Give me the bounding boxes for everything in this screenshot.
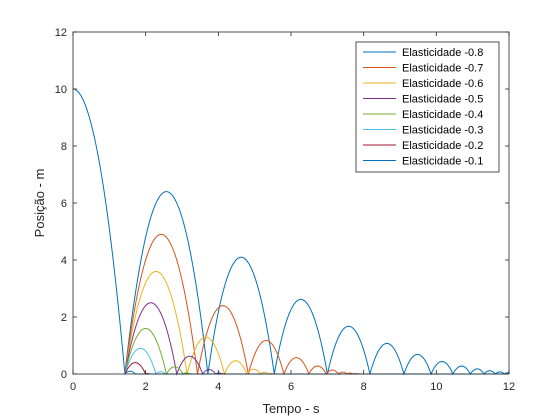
x-tick-label: 10	[430, 381, 442, 393]
legend-label: Elasticidade -0.6	[402, 78, 483, 90]
x-tick-label: 8	[361, 381, 367, 393]
x-tick-label: 6	[288, 381, 294, 393]
x-tick-label: 2	[143, 381, 149, 393]
legend-box	[355, 41, 500, 173]
y-tick-label: 12	[55, 27, 67, 39]
legend-label: Elasticidade -0.7	[402, 63, 483, 75]
axes-layer: 0 2 4 6 8 10 12 0 2 4 6 8 10 12	[55, 27, 515, 393]
y-tick-label: 10	[55, 84, 67, 96]
legend-label: Elasticidade -0.5	[402, 94, 483, 106]
x-axis-label: Tempo - s	[262, 401, 320, 416]
y-tick-label: 0	[61, 369, 67, 381]
legend-label: Elasticidade -0.3	[402, 125, 483, 137]
series-line-1	[72, 88, 510, 376]
legend-label: Elasticidade -0.1	[402, 156, 483, 168]
x-tick-label: 4	[215, 381, 221, 393]
y-tick-label: 4	[61, 255, 67, 267]
y-axis-label: Posição - m	[32, 169, 47, 238]
legend-label: Elasticidade -0.4	[402, 109, 483, 121]
legend-label: Elasticidade -0.2	[402, 140, 483, 152]
x-tick-label: 0	[70, 381, 76, 393]
y-tick-label: 6	[61, 198, 67, 210]
legend: Elasticidade -0.8 Elasticidade -0.7 Elasti…	[355, 41, 500, 173]
y-tick-label: 2	[61, 312, 67, 324]
legend-label: Elasticidade -0.8	[402, 47, 483, 59]
y-tick-label: 8	[61, 141, 67, 153]
x-tick-label: 12	[503, 381, 515, 393]
